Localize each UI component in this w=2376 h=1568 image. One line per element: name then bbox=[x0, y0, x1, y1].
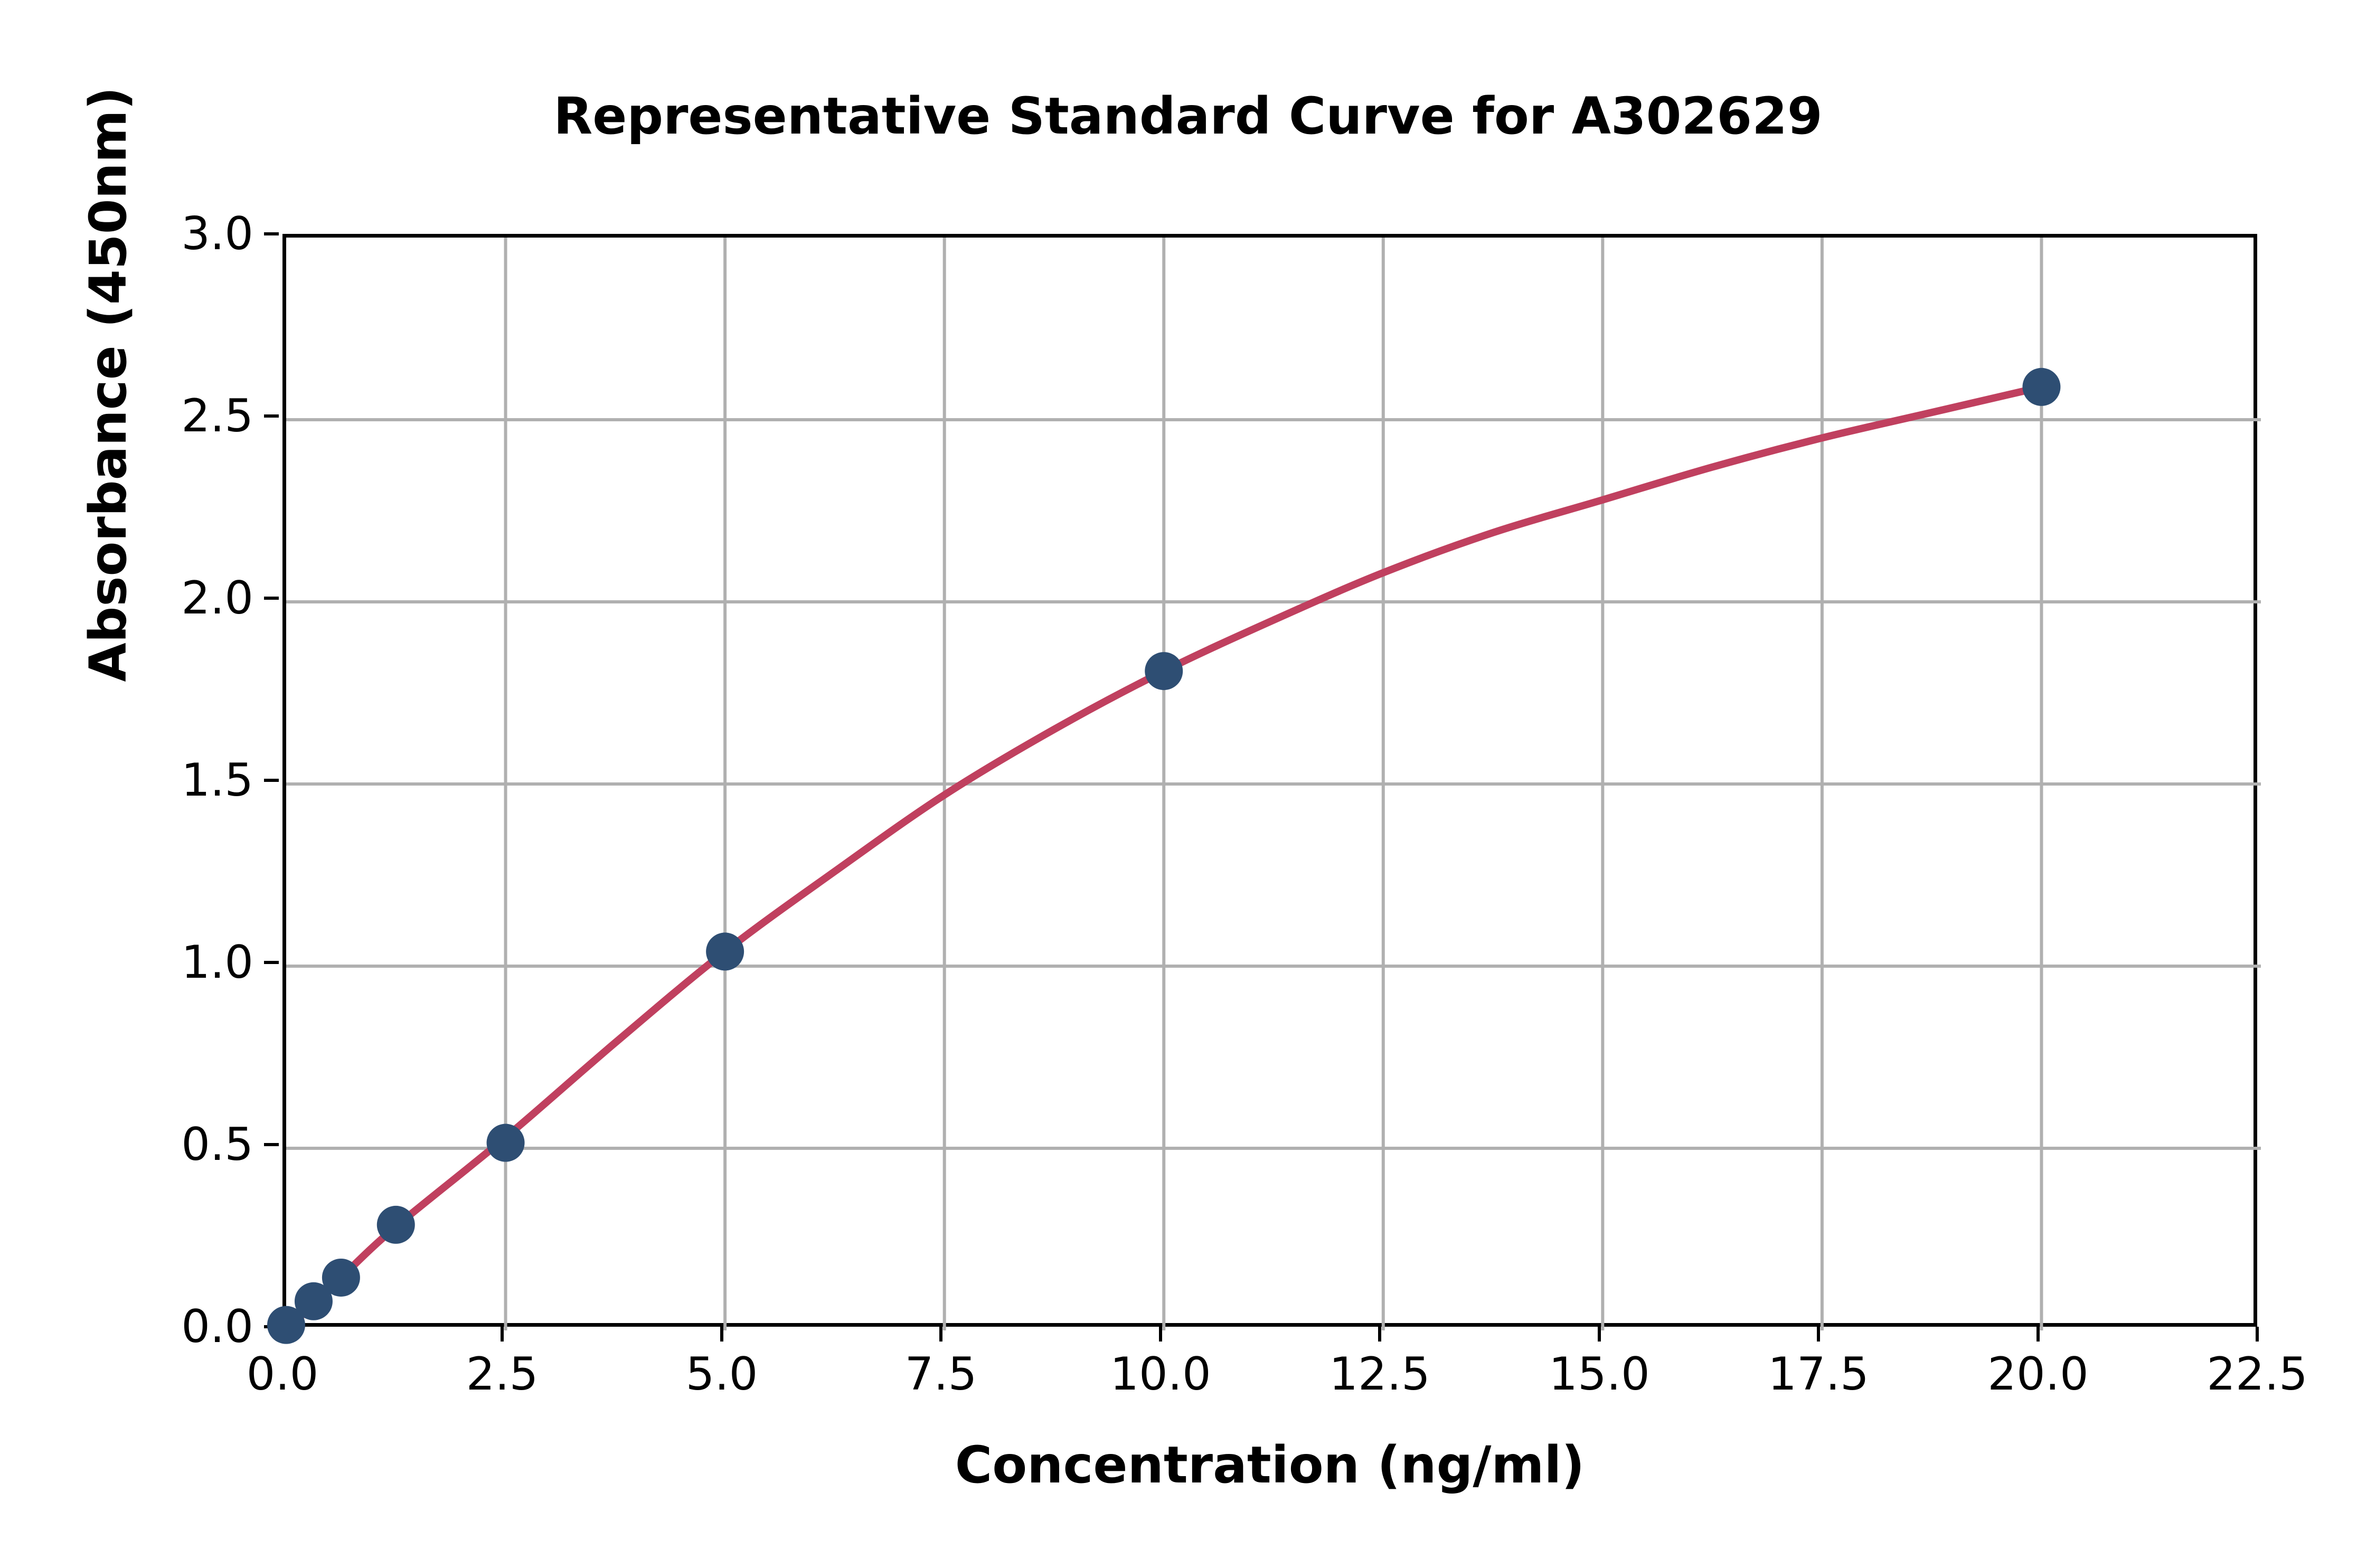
y-tick-label-2.5: 2.5 bbox=[181, 390, 253, 442]
x-tick-mark-10.0 bbox=[1159, 1327, 1162, 1342]
x-tick-label-2.5: 2.5 bbox=[466, 1348, 539, 1401]
y-tick-mark-3.0 bbox=[264, 232, 279, 235]
x-tick-mark-22.5 bbox=[2256, 1327, 2259, 1342]
y-tick-mark-0.5 bbox=[264, 1143, 279, 1146]
x-tick-label-12.5: 12.5 bbox=[1329, 1348, 1430, 1401]
data-point-marker bbox=[486, 1123, 525, 1162]
y-tick-label-3.0: 3.0 bbox=[181, 207, 253, 260]
y-tick-label-1.0: 1.0 bbox=[181, 936, 253, 989]
data-point-marker bbox=[706, 932, 744, 971]
x-tick-mark-2.5 bbox=[501, 1327, 504, 1342]
y-tick-mark-1.5 bbox=[264, 779, 279, 782]
x-axis-label: Concentration (ng/ml) bbox=[955, 1435, 1585, 1495]
data-point-marker bbox=[1145, 652, 1183, 691]
x-tick-label-17.5: 17.5 bbox=[1768, 1348, 1869, 1401]
x-tick-label-5.0: 5.0 bbox=[685, 1348, 758, 1401]
y-tick-label-0.0: 0.0 bbox=[181, 1300, 253, 1353]
data-point-marker bbox=[322, 1258, 360, 1297]
x-tick-label-7.5: 7.5 bbox=[904, 1348, 977, 1401]
x-tick-label-10.0: 10.0 bbox=[1110, 1348, 1211, 1401]
chart-title: Representative Standard Curve for A30262… bbox=[553, 87, 1823, 146]
x-tick-mark-12.5 bbox=[1378, 1327, 1381, 1342]
x-tick-mark-15.0 bbox=[1598, 1327, 1601, 1342]
data-point-marker bbox=[267, 1306, 305, 1344]
data-point-marker bbox=[2022, 367, 2061, 406]
data-point-marker bbox=[376, 1205, 415, 1244]
plot-canvas bbox=[267, 238, 2261, 1344]
x-tick-mark-17.5 bbox=[1817, 1327, 1820, 1342]
x-tick-mark-7.5 bbox=[939, 1327, 942, 1342]
data-point-markers bbox=[267, 367, 2061, 1344]
fit-curve-line bbox=[282, 383, 2045, 1334]
x-tick-label-22.5: 22.5 bbox=[2207, 1348, 2308, 1401]
y-tick-mark-1.0 bbox=[264, 961, 279, 964]
x-tick-label-15.0: 15.0 bbox=[1549, 1348, 1650, 1401]
x-tick-label-0.0: 0.0 bbox=[246, 1348, 319, 1401]
y-tick-mark-2.5 bbox=[264, 414, 279, 418]
plot-area bbox=[267, 234, 2261, 1344]
x-tick-label-20.0: 20.0 bbox=[1987, 1348, 2089, 1401]
y-tick-label-1.5: 1.5 bbox=[181, 754, 253, 807]
y-tick-label-0.5: 0.5 bbox=[181, 1118, 253, 1171]
x-tick-mark-5.0 bbox=[720, 1327, 723, 1342]
data-point-marker bbox=[294, 1282, 333, 1320]
y-tick-label-2.0: 2.0 bbox=[181, 572, 253, 625]
x-tick-mark-20.0 bbox=[2036, 1327, 2040, 1342]
y-axis-label: Absorbance (450nm) bbox=[79, 87, 138, 682]
y-tick-mark-2.0 bbox=[264, 597, 279, 600]
